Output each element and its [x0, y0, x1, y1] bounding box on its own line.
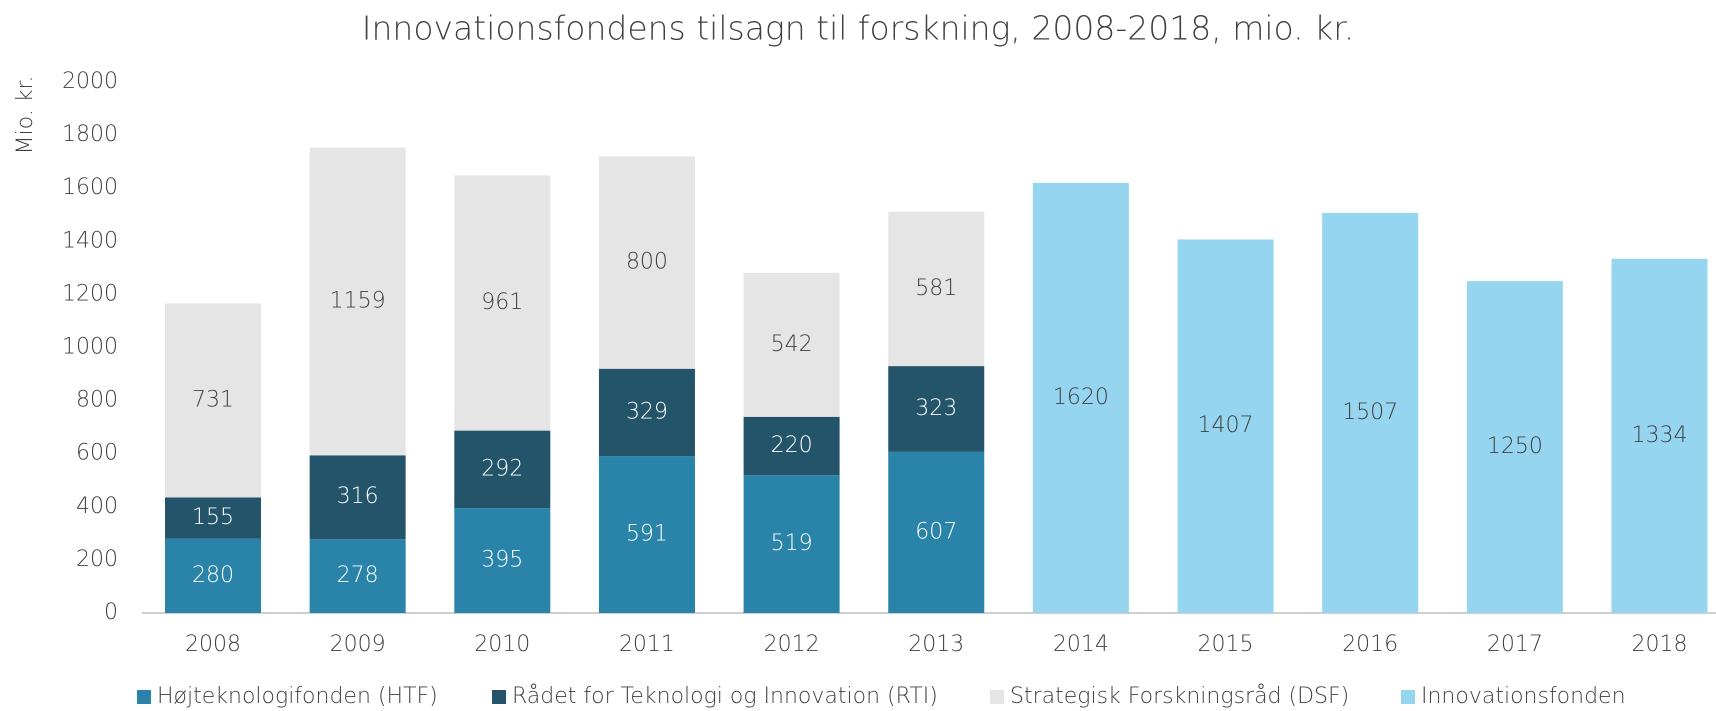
bar-segment [165, 303, 261, 498]
x-tick-label: 2013 [908, 632, 964, 657]
legend-swatch [1401, 690, 1415, 704]
bar-segment [309, 455, 406, 540]
bar-segment [165, 497, 261, 539]
legend-label: Innovationsfonden [1421, 684, 1626, 709]
data-label: 220 [771, 433, 813, 458]
legend-label: Højteknologifonden (HTF) [157, 684, 438, 709]
legend-swatch [990, 690, 1004, 704]
bar-segment [743, 475, 840, 613]
y-axis-label: Mio. kr. [13, 76, 38, 155]
y-tick-label: 2000 [62, 69, 118, 94]
data-label: 1407 [1198, 413, 1254, 438]
bar-segment [743, 272, 840, 417]
legend-label: Strategisk Forskningsråd (DSF) [1010, 684, 1349, 709]
data-label: 542 [771, 332, 813, 357]
data-label: 1620 [1053, 385, 1109, 410]
bar-segment [743, 416, 840, 476]
bar-segment [309, 539, 406, 613]
bar-segment [165, 538, 261, 613]
bar-segment [309, 147, 406, 456]
x-tick-label: 2011 [619, 632, 675, 657]
data-label: 581 [915, 276, 957, 301]
y-tick-label: 400 [76, 494, 118, 519]
data-label: 800 [626, 250, 668, 275]
x-tick-label: 2010 [474, 632, 530, 657]
x-tick-label: 2018 [1632, 632, 1688, 657]
legend-label: Rådet for Teknologi og Innovation (RTI) [512, 684, 938, 709]
bar-segment [888, 366, 985, 452]
data-label: 280 [192, 563, 234, 588]
data-label: 316 [337, 484, 379, 509]
data-label: 292 [481, 456, 523, 481]
y-tick-label: 1000 [62, 335, 118, 360]
data-label: 1334 [1632, 423, 1688, 448]
y-tick-label: 800 [76, 388, 118, 413]
x-tick-label: 2008 [185, 632, 241, 657]
data-label: 607 [915, 519, 957, 544]
y-tick-label: 200 [76, 547, 118, 572]
bar-segment [1466, 281, 1563, 613]
data-label: 1250 [1487, 434, 1543, 459]
x-tick-label: 2017 [1487, 632, 1543, 657]
bar-segment [454, 175, 551, 431]
y-tick-label: 1200 [62, 281, 118, 306]
bar-segment [598, 456, 695, 613]
data-label: 155 [192, 505, 234, 530]
data-label: 1507 [1342, 400, 1398, 425]
bar-segment [454, 430, 551, 509]
legend-swatch [492, 690, 506, 704]
legend-swatch [137, 690, 151, 704]
y-tick-label: 1400 [62, 228, 118, 253]
bar-segment [598, 368, 695, 457]
x-tick-label: 2009 [330, 632, 386, 657]
x-tick-label: 2015 [1198, 632, 1254, 657]
y-tick-label: 600 [76, 441, 118, 466]
x-tick-label: 2012 [764, 632, 820, 657]
y-tick-label: 1800 [62, 122, 118, 147]
x-tick-label: 2016 [1342, 632, 1398, 657]
bar-segment [888, 451, 985, 613]
data-label: 323 [915, 396, 957, 421]
bar-segment [1032, 182, 1129, 613]
y-tick-label: 1600 [62, 175, 118, 200]
data-label: 731 [192, 387, 234, 412]
bar-segment [1177, 239, 1274, 613]
data-label: 591 [626, 522, 668, 547]
bar-segment [1611, 258, 1708, 613]
chart-title: Innovationsfondens tilsagn til forskning… [362, 9, 1355, 48]
data-label: 1159 [330, 288, 386, 313]
bar-segment [598, 156, 695, 369]
bar-segment [454, 508, 551, 613]
data-label: 519 [771, 531, 813, 556]
data-label: 961 [481, 290, 523, 315]
bar-segment [888, 211, 985, 367]
data-label: 278 [337, 563, 379, 588]
bar-segment [1322, 212, 1419, 614]
data-label: 329 [626, 399, 668, 424]
data-label: 395 [481, 548, 523, 573]
x-tick-label: 2014 [1053, 632, 1109, 657]
y-tick-label: 0 [104, 600, 118, 625]
